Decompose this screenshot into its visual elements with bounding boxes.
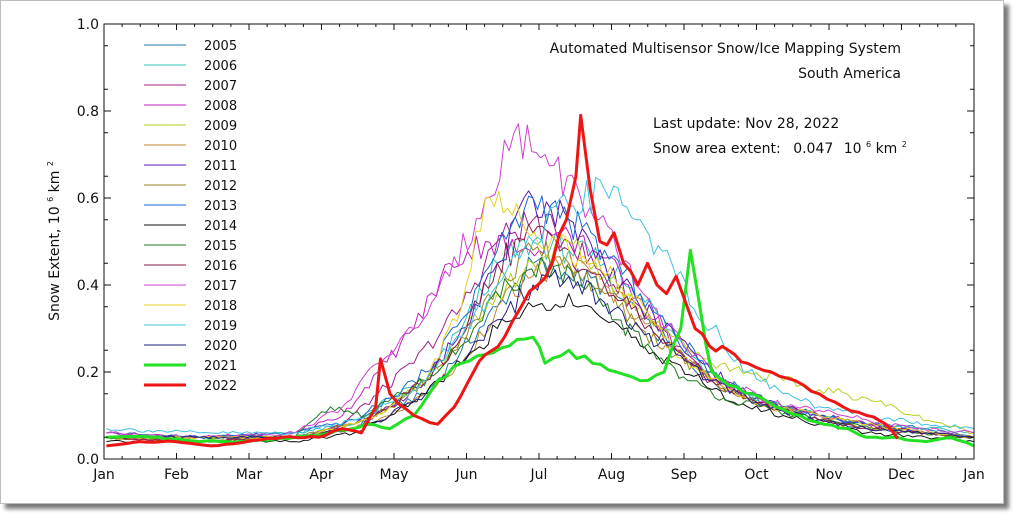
legend-label-2017: 2017 <box>204 279 237 294</box>
legend-label-2019: 2019 <box>204 319 237 334</box>
legend-label-2007: 2007 <box>204 79 237 94</box>
x-tick-label: Mar <box>236 467 263 483</box>
x-tick-label: Nov <box>815 467 842 483</box>
legend-label-2011: 2011 <box>204 159 237 174</box>
legend-label-2018: 2018 <box>204 299 237 314</box>
legend-label-2016: 2016 <box>204 259 237 274</box>
last-update-text: Last update: Nov 28, 2022 <box>653 116 839 132</box>
x-tick-label: Sep <box>671 467 698 483</box>
y-tick-label: 1.0 <box>77 17 99 33</box>
legend-label-2015: 2015 <box>204 239 237 254</box>
x-tick-label: Dec <box>888 467 915 483</box>
y-tick-label: 0.8 <box>77 104 99 120</box>
y-axis-label-km: km <box>47 171 63 193</box>
legend-label-2009: 2009 <box>204 119 237 134</box>
y-tick-label: 0.6 <box>77 191 99 207</box>
chart-title: Automated Multisensor Snow/Ice Mapping S… <box>550 41 901 57</box>
legend-label-2013: 2013 <box>204 199 237 214</box>
series-line-2018 <box>106 191 975 440</box>
snow-area-extent-text: Snow area extent: 0.047 10 6 km 2 <box>653 135 907 157</box>
y-axis-label-exp1: 6 <box>46 197 55 202</box>
y-tick-label: 0.4 <box>77 278 99 294</box>
x-tick-label: Jun <box>455 467 478 483</box>
x-tick-label: Jan <box>962 467 985 483</box>
x-tick-label: Jul <box>530 467 548 483</box>
extent-unit: 10 <box>844 141 862 157</box>
y-axis-label-main: Snow Extent, 10 <box>47 206 63 321</box>
legend-label-2021: 2021 <box>204 359 237 374</box>
series-line-2020 <box>106 269 975 439</box>
chart-frame: Jan Feb Mar Apr May Jun Jul Aug Sep Oct Nov Dec Jan 0… <box>0 0 1004 504</box>
x-tick-label: May <box>380 467 409 483</box>
x-tick-label: Aug <box>598 467 625 483</box>
legend-label-2020: 2020 <box>204 339 237 354</box>
y-axis-label-exp2: 2 <box>46 161 55 166</box>
series-line-2022 <box>106 113 899 448</box>
y-tick-label: 0.0 <box>77 452 99 468</box>
series-layer <box>106 113 975 448</box>
axis-layer: Jan Feb Mar Apr May Jun Jul Aug Sep Oct Nov Dec Jan0… <box>77 17 985 483</box>
series-line-2019 <box>106 177 975 435</box>
extent-unit-exponent: 6 <box>866 140 871 149</box>
x-tick-label: Jan <box>92 467 115 483</box>
extent-unit-km: km <box>876 141 898 157</box>
extent-label: Snow area extent: <box>653 141 781 157</box>
legend-label-2014: 2014 <box>204 219 237 234</box>
chart-subtitle: South America <box>798 66 901 82</box>
legend: 2005 2006 2007 2008 2009 2010 2011 2012 2013 2014… <box>144 39 237 394</box>
legend-label-2008: 2008 <box>204 99 237 114</box>
series-line-2017 <box>106 123 975 439</box>
x-tick-label: Oct <box>744 467 769 483</box>
snow-extent-chart: Jan Feb Mar Apr May Jun Jul Aug Sep Oct Nov Dec Jan0… <box>1 1 1003 503</box>
extent-unit-km-exponent: 2 <box>902 140 907 149</box>
legend-label-2012: 2012 <box>204 179 237 194</box>
legend-label-2010: 2010 <box>204 139 237 154</box>
x-tick-label: Feb <box>164 467 189 483</box>
legend-label-2005: 2005 <box>204 39 237 54</box>
legend-label-2022: 2022 <box>204 379 237 394</box>
x-tick-label: Apr <box>309 467 333 483</box>
legend-label-2006: 2006 <box>204 59 237 74</box>
y-axis-label: Snow Extent, 10 6 km 2 <box>41 161 63 321</box>
extent-value: 0.047 <box>793 141 833 157</box>
y-tick-label: 0.2 <box>77 365 99 381</box>
